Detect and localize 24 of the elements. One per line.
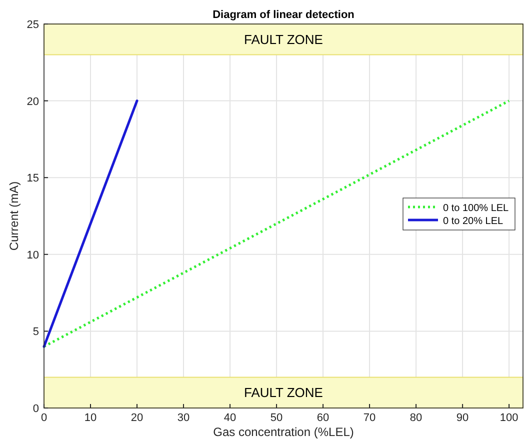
legend-label: 0 to 100% LEL [443, 203, 510, 214]
x-tick-label: 20 [130, 412, 144, 424]
y-tick-label: 20 [26, 96, 39, 108]
x-tick-label: 90 [456, 412, 469, 424]
x-tick-label: 30 [177, 412, 190, 424]
y-tick-label: 15 [26, 172, 39, 185]
x-tick-label: 60 [316, 412, 330, 424]
x-tick-label: 80 [410, 412, 422, 424]
y-axis-title: Current (mA) [7, 181, 21, 251]
x-tick-label: 100 [500, 412, 518, 424]
chart-title: Diagram of linear detection [212, 9, 355, 21]
y-tick-label: 0 [32, 403, 39, 415]
y-tick-label: 10 [26, 249, 39, 262]
x-axis-title: Gas concentration (%LEL) [213, 425, 354, 439]
band-label: FAULT ZONE [244, 32, 324, 47]
x-tick-label: 70 [363, 412, 376, 424]
x-tick-label: 0 [40, 412, 48, 424]
y-tick-label: 25 [26, 19, 39, 31]
x-tick-label: 50 [270, 412, 283, 424]
legend-label: 0 to 20% LEL [443, 216, 504, 227]
y-tick-label: 5 [32, 326, 39, 338]
x-tick-label: 10 [84, 412, 97, 424]
band-label: FAULT ZONE [244, 385, 324, 400]
x-tick-label: 40 [224, 412, 236, 424]
